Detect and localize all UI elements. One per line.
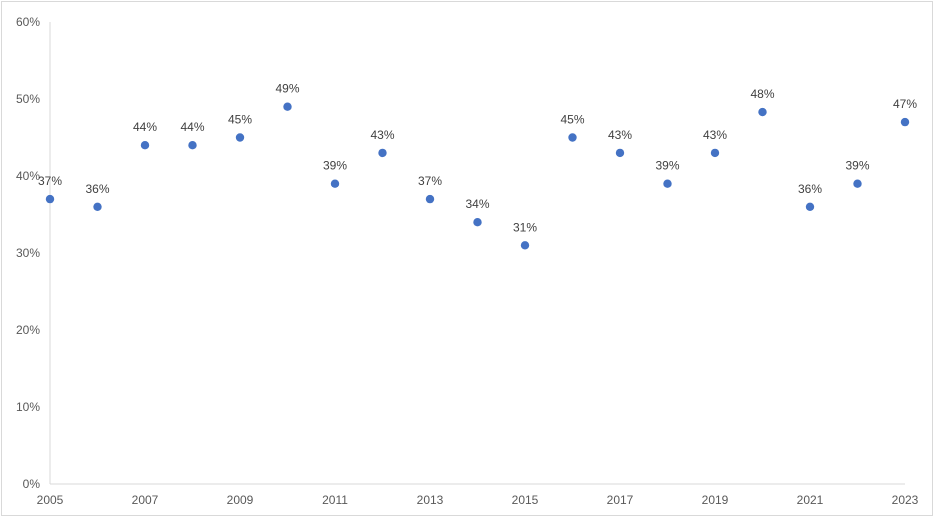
data-label: 39%	[323, 159, 347, 173]
y-tick-label: 10%	[16, 400, 40, 414]
data-label: 44%	[133, 120, 157, 134]
x-tick-label: 2013	[417, 493, 444, 507]
data-point	[235, 133, 245, 142]
data-label: 45%	[560, 113, 584, 127]
x-tick-label: 2015	[512, 493, 539, 507]
data-point	[710, 148, 720, 158]
x-tick-label: 2011	[322, 493, 348, 507]
y-tick-label: 30%	[16, 246, 40, 260]
y-tick-label: 40%	[16, 169, 40, 183]
data-label: 44%	[180, 120, 204, 134]
data-point	[93, 202, 102, 211]
y-tick-label: 50%	[16, 92, 40, 106]
y-tick-label: 0%	[23, 477, 41, 491]
data-label: 31%	[513, 220, 537, 234]
data-label: 43%	[703, 128, 727, 142]
data-point	[520, 241, 530, 250]
data-label: 37%	[38, 174, 62, 188]
data-points	[45, 102, 910, 250]
y-tick-label: 60%	[16, 15, 40, 29]
x-tick-label: 2009	[227, 493, 254, 507]
data-point	[140, 141, 150, 150]
data-point	[378, 148, 387, 158]
data-label: 49%	[275, 82, 299, 96]
data-label: 37%	[418, 174, 442, 188]
x-axis-ticks: 2005 2007 2009 2011 2013 2015 2017 2019 2021 2023	[37, 493, 919, 507]
data-label: 45%	[228, 113, 252, 127]
data-point	[283, 102, 292, 111]
x-tick-label: 2023	[892, 493, 919, 507]
data-label: 36%	[85, 182, 109, 196]
data-point	[615, 148, 625, 158]
data-point	[758, 107, 767, 117]
x-tick-label: 2005	[37, 493, 64, 507]
x-tick-label: 2007	[132, 493, 159, 507]
data-point	[900, 117, 910, 127]
data-label: 39%	[655, 159, 679, 173]
data-point	[805, 202, 815, 211]
data-point	[853, 179, 862, 188]
data-label: 48%	[750, 87, 774, 101]
x-tick-label: 2017	[607, 493, 634, 507]
data-point	[45, 194, 55, 204]
data-labels: 37% 36% 44% 44% 45% 49% 39% 43% 37% 34% 31% 45% 43% 3…	[38, 82, 917, 235]
data-label: 47%	[893, 97, 917, 111]
x-tick-label: 2021	[797, 493, 824, 507]
data-label: 39%	[845, 159, 869, 173]
data-point	[425, 194, 435, 204]
data-label: 36%	[798, 182, 822, 196]
data-point	[188, 141, 197, 150]
y-tick-label: 20%	[16, 323, 40, 337]
data-label: 34%	[465, 197, 489, 211]
x-tick-label: 2019	[702, 493, 729, 507]
data-point	[663, 179, 672, 188]
data-point	[473, 218, 482, 227]
data-label: 43%	[608, 128, 632, 142]
data-label: 43%	[370, 128, 394, 142]
y-axis-ticks: 0% 10% 20% 30% 40% 50% 60%	[16, 15, 40, 491]
data-point	[568, 133, 577, 142]
data-point	[330, 179, 340, 188]
